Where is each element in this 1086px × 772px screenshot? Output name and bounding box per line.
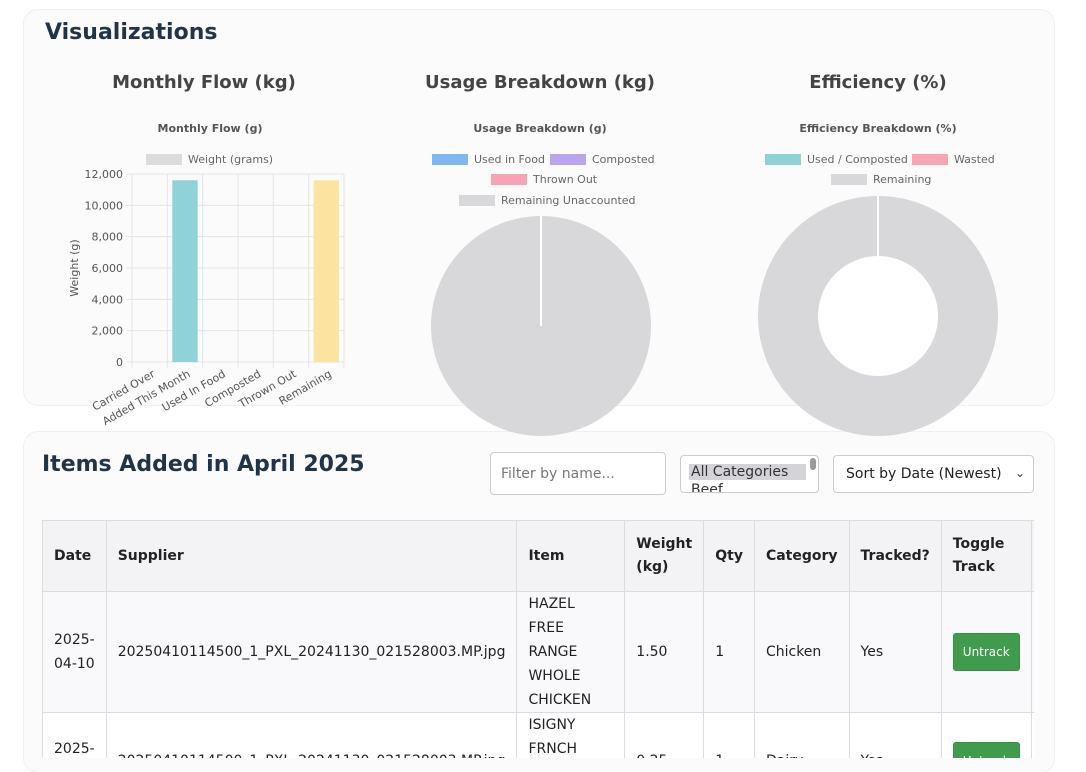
cell-date: 2025-04-10 [42, 712, 107, 758]
y-tick-label: 2,000 [92, 325, 124, 338]
y-tick-label: 10,000 [85, 199, 124, 212]
column-header-toggle-track[interactable]: Toggle Track [940, 520, 1032, 592]
sort-select[interactable]: Sort by Date (Newest) ⌄ [833, 455, 1034, 493]
legend-swatch [765, 154, 801, 165]
y-tick-label: 12,000 [85, 168, 124, 181]
cell-supplier: 20250410114500_1_PXL_20241130_021528003.… [105, 712, 518, 758]
legend-swatch [432, 154, 468, 165]
legend-used-in-food[interactable]: Used in Food [432, 153, 545, 166]
column-header-weight[interactable]: Weight (kg) [624, 520, 705, 592]
legend-swatch [550, 154, 586, 165]
efficiency-inner-title: Efficiency Breakdown (%) [799, 122, 957, 135]
usage-breakdown-title: Usage Breakdown (kg) [424, 72, 656, 93]
cell-actions [1030, 591, 1034, 713]
legend-label: Used in Food [474, 153, 545, 166]
legend-remaining-unaccounted[interactable]: Remaining Unaccounted [459, 194, 636, 207]
legend-wasted[interactable]: Wasted [912, 153, 995, 166]
legend-label: Remaining Unaccounted [501, 194, 636, 207]
legend-swatch [831, 174, 867, 185]
monthly-flow-inner-title: Monthly Flow (g) [157, 122, 263, 135]
y-tick-label: 4,000 [92, 293, 124, 306]
cell-tracked: Yes [848, 712, 942, 758]
column-header-qty[interactable]: Qty [703, 520, 755, 592]
items-table-container: Date Supplier Item Weight (kg) Qty Categ… [42, 520, 1034, 758]
legend-remaining[interactable]: Remaining [831, 173, 931, 186]
y-tick-label: 6,000 [92, 262, 124, 275]
legend-label: Weight (grams) [188, 153, 274, 166]
legend-swatch [459, 195, 495, 206]
filter-by-name-input[interactable] [490, 452, 666, 495]
column-header-supplier[interactable]: Supplier [105, 520, 518, 592]
legend-composted[interactable]: Composted [550, 153, 655, 166]
y-tick-label: 0 [116, 356, 123, 369]
legend-label: Wasted [954, 153, 995, 166]
cell-toggle: Untrack [940, 591, 1032, 713]
y-tick-label: 8,000 [92, 231, 124, 244]
category-option[interactable]: Beef [691, 482, 723, 493]
untrack-button[interactable]: Untrack [952, 633, 1020, 671]
legend-label: Thrown Out [533, 173, 598, 186]
legend-label: Remaining [873, 173, 932, 186]
bar[interactable] [313, 180, 339, 362]
cell-tracked: Yes [848, 591, 942, 713]
cell-category: Chicken [753, 591, 850, 713]
cell-supplier: 20250410114500_1_PXL_20241130_021528003.… [105, 591, 518, 713]
usage-breakdown-pie-chart [431, 216, 651, 436]
legend-swatch [146, 154, 182, 165]
items-table: Date Supplier Item Weight (kg) Qty Categ… [42, 520, 1034, 758]
cell-category: Dairy [753, 712, 850, 758]
legend-used-composted[interactable]: Used / Composted [765, 153, 908, 166]
legend-thrown-out[interactable]: Thrown Out [491, 173, 597, 186]
cell-actions [1030, 712, 1034, 758]
category-select[interactable]: All Categories Beef [680, 455, 819, 493]
sort-select-value: Sort by Date (Newest) [846, 466, 1002, 482]
doughnut-hole [818, 256, 938, 376]
cell-item: HAZEL FREE RANGE WHOLE CHICKEN [516, 591, 626, 713]
cell-qty: 1 [703, 712, 755, 758]
legend-label: Used / Composted [807, 153, 908, 166]
column-header-date[interactable]: Date [42, 520, 107, 592]
legend-weight[interactable]: Weight (grams) [146, 153, 273, 166]
untrack-button[interactable]: Untrack [952, 742, 1020, 758]
cell-date: 2025-04-10 [42, 591, 107, 713]
legend-swatch [491, 174, 527, 185]
legend-label: Composted [592, 153, 655, 166]
chevron-down-icon: ⌄ [1014, 466, 1025, 480]
items-heading: Items Added in April 2025 [42, 452, 365, 477]
visualizations-heading: Visualizations [45, 20, 218, 45]
bar[interactable] [172, 180, 198, 362]
efficiency-title: Efficiency (%) [809, 72, 947, 93]
cell-qty: 1 [703, 591, 755, 713]
table-row: 2025-04-10 20250410114500_1_PXL_20241130… [42, 591, 1034, 713]
column-header-tracked[interactable]: Tracked? [848, 520, 942, 592]
usage-breakdown-inner-title: Usage Breakdown (g) [473, 122, 607, 135]
column-header-item[interactable]: Item [516, 520, 626, 592]
y-axis-label: Weight (g) [68, 239, 81, 296]
cell-weight: 0.25 [624, 712, 705, 758]
table-row: 2025-04-10 20250410114500_1_PXL_20241130… [42, 712, 1034, 758]
cell-toggle: Untrack [940, 712, 1032, 758]
cell-weight: 1.50 [624, 591, 705, 713]
category-scrollbar[interactable] [810, 458, 816, 470]
efficiency-doughnut-chart [758, 196, 998, 436]
monthly-flow-bar-chart: 02,0004,0006,0008,00010,00012,000Carried… [68, 168, 345, 428]
column-header-category[interactable]: Category [753, 520, 850, 592]
table-header-row: Date Supplier Item Weight (kg) Qty Categ… [42, 520, 1034, 592]
monthly-flow-title: Monthly Flow (kg) [112, 72, 296, 93]
legend-swatch [912, 154, 948, 165]
column-header-actions[interactable]: A [1030, 520, 1034, 592]
category-option-selected[interactable]: All Categories [689, 464, 806, 480]
cell-item: ISIGNY FRNCH UNSLTD BUTTR [516, 712, 626, 758]
